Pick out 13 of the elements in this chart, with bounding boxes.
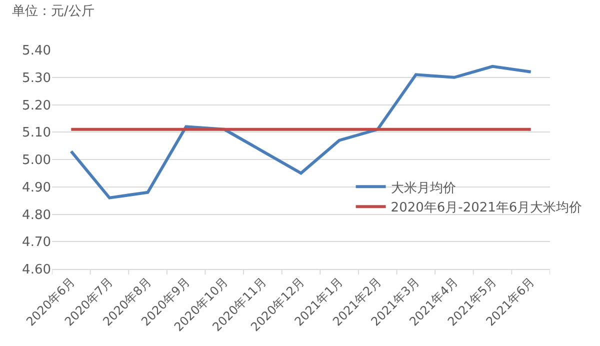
line-series (70, 64, 532, 200)
legend-label: 2020年6月-2021年6月大米均价 (390, 200, 582, 216)
y-tick-label: 5.20 (22, 98, 51, 114)
text: 单位：元/公斤 (12, 4, 94, 19)
y-tick-label: 4.90 (22, 180, 51, 196)
y-tick-label: 5.10 (22, 126, 51, 141)
y-tick-label: 4.60 (22, 262, 51, 278)
y-tick-label: 4.70 (22, 235, 51, 250)
y-tick-label: 5.30 (22, 70, 51, 86)
y-tick-label: 5.00 (22, 153, 51, 168)
legend-label: 大米月均价 (390, 180, 456, 196)
y-tick-label: 5.40 (22, 44, 51, 59)
y-tick-label: 4.80 (22, 208, 51, 223)
